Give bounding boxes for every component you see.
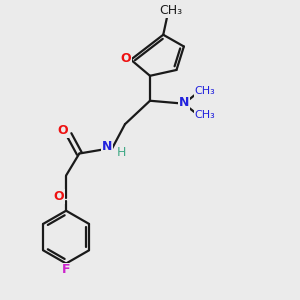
Text: N: N <box>179 96 189 109</box>
Text: F: F <box>62 263 70 276</box>
Text: O: O <box>58 124 68 137</box>
Text: CH₃: CH₃ <box>195 110 215 119</box>
Text: CH₃: CH₃ <box>195 86 215 96</box>
Text: H: H <box>117 146 126 159</box>
Text: CH₃: CH₃ <box>159 4 182 17</box>
Text: O: O <box>120 52 131 65</box>
Text: N: N <box>102 140 112 153</box>
Text: O: O <box>53 190 64 203</box>
